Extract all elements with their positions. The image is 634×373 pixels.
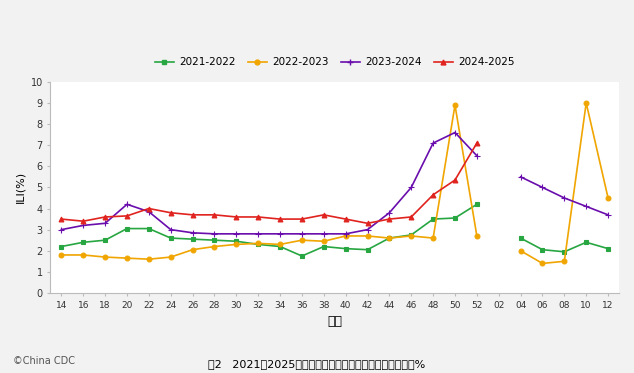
Text: 图2   2021－2025年度北方省份哨点医院报告的流感样病例%: 图2 2021－2025年度北方省份哨点医院报告的流感样病例%	[209, 359, 425, 369]
Text: ©China CDC: ©China CDC	[13, 355, 75, 366]
Y-axis label: ILI(%): ILI(%)	[15, 171, 25, 204]
X-axis label: 周次: 周次	[327, 315, 342, 328]
Legend: 2021-2022, 2022-2023, 2023-2024, 2024-2025: 2021-2022, 2022-2023, 2023-2024, 2024-20…	[151, 53, 519, 72]
